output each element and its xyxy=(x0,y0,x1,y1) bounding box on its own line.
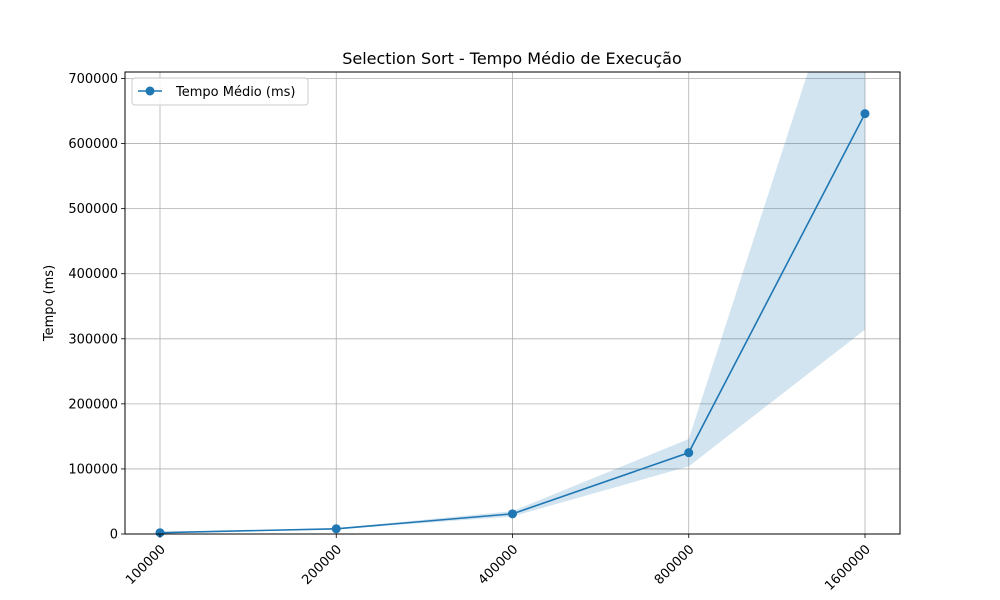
legend-box xyxy=(131,77,309,106)
y-tick-label: 500000 xyxy=(68,202,118,217)
data-point xyxy=(508,509,517,519)
data-point xyxy=(860,109,870,119)
legend: Tempo Médio (ms) xyxy=(131,77,309,106)
y-tick-label: 200000 xyxy=(68,397,118,412)
data-point xyxy=(155,528,165,538)
y-tick-label: 300000 xyxy=(68,332,118,347)
chart-title: Selection Sort - Tempo Médio de Execução xyxy=(342,49,682,68)
data-points xyxy=(155,109,870,538)
legend-marker xyxy=(145,86,155,96)
y-tick-label: 600000 xyxy=(68,137,118,152)
y-tick-label: 400000 xyxy=(68,267,118,282)
confidence-band xyxy=(160,72,865,534)
y-axis-title: Tempo (ms) xyxy=(42,265,57,342)
std-band xyxy=(160,72,865,534)
y-tick-label: 0 xyxy=(110,528,118,543)
data-point xyxy=(331,524,341,534)
data-point xyxy=(684,448,694,458)
y-axis-ticks: 0 100000 200000 300000 400000 500000 600000 700… xyxy=(68,72,125,543)
y-tick-label: 700000 xyxy=(68,72,118,87)
y-tick-label: 100000 xyxy=(68,462,118,477)
grid xyxy=(125,72,900,535)
legend-label: Tempo Médio (ms) xyxy=(175,85,295,100)
